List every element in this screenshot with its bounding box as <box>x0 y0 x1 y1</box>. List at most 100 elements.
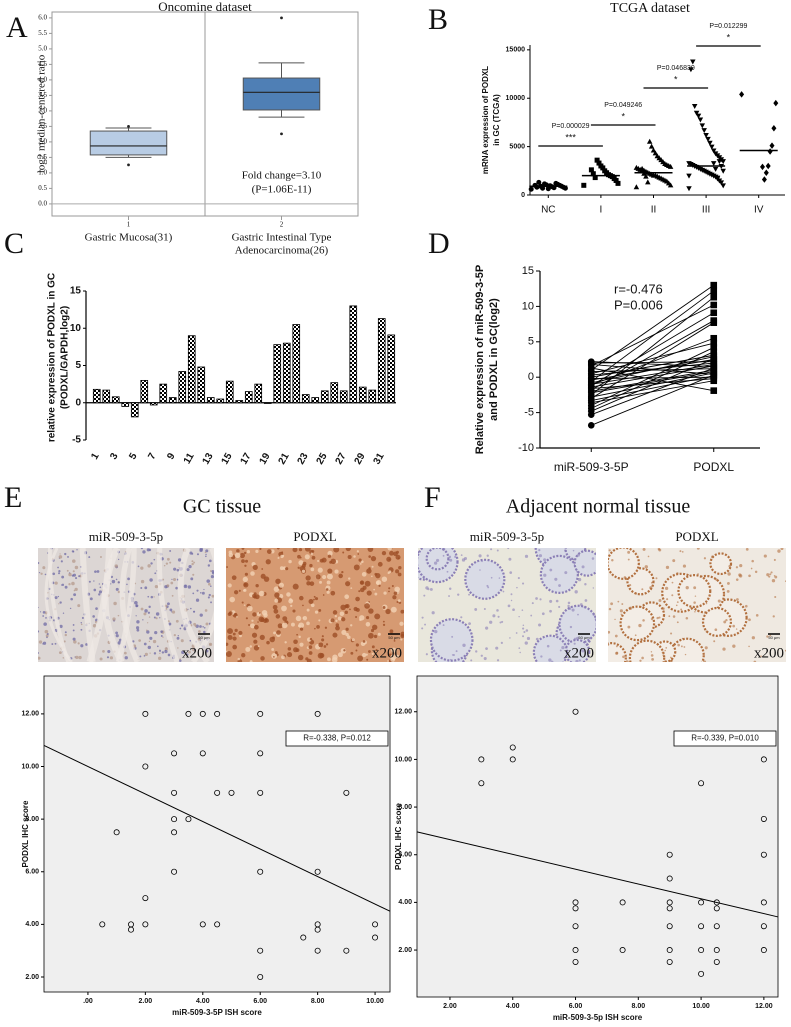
stain <box>357 655 364 662</box>
magnification: x200 <box>182 645 212 661</box>
stain <box>382 623 386 627</box>
stain <box>324 626 328 629</box>
stain <box>263 618 268 623</box>
nucleus <box>696 609 699 612</box>
nucleus <box>680 645 683 648</box>
nucleus <box>61 575 65 579</box>
gland <box>429 618 474 662</box>
nucleus <box>538 549 541 552</box>
nucleus <box>454 555 457 559</box>
nucleus <box>178 659 182 662</box>
nucleus <box>107 649 111 654</box>
nucleus <box>774 595 777 599</box>
nucleus <box>424 623 426 626</box>
point <box>720 183 726 189</box>
nucleus <box>192 592 195 595</box>
stain <box>371 645 375 649</box>
nucleus <box>110 583 112 585</box>
nucleus <box>196 589 199 592</box>
nucleus <box>578 659 581 662</box>
point <box>710 293 718 301</box>
nucleus <box>642 548 646 551</box>
pair-line <box>591 367 714 416</box>
nucleus <box>58 555 63 559</box>
point <box>654 153 661 159</box>
nucleus <box>622 655 625 659</box>
point <box>372 934 379 941</box>
nucleus <box>675 604 678 607</box>
x-tick-label: 12.00 <box>755 1003 773 1010</box>
micrograph <box>608 548 786 662</box>
point <box>652 150 659 156</box>
point <box>592 175 598 181</box>
stain <box>292 583 299 590</box>
stain <box>366 590 372 596</box>
stain <box>258 590 265 597</box>
point <box>765 162 771 170</box>
nucleus <box>175 619 179 623</box>
nucleus <box>175 586 178 590</box>
stain <box>299 595 304 601</box>
stain <box>255 549 259 553</box>
point <box>228 789 235 796</box>
nucleus <box>549 609 552 613</box>
nucleus <box>620 613 622 616</box>
nucleus <box>451 654 454 656</box>
nucleus <box>144 609 148 613</box>
nucleus <box>685 585 689 590</box>
stain <box>357 553 360 555</box>
point <box>214 789 221 796</box>
point <box>686 161 692 167</box>
nucleus <box>571 608 575 612</box>
nucleus <box>132 640 135 643</box>
nucleus <box>143 612 147 616</box>
point <box>171 816 178 823</box>
y-tick-label: 10.00 <box>394 756 412 763</box>
stain <box>332 632 338 638</box>
point <box>171 829 178 836</box>
stain <box>241 559 245 564</box>
nucleus <box>522 627 525 630</box>
stain <box>297 566 300 569</box>
nucleus <box>106 656 110 659</box>
nucleus <box>647 555 650 558</box>
nucleus <box>89 597 93 601</box>
point <box>199 921 206 928</box>
nucleus <box>159 650 161 652</box>
nucleus <box>614 618 616 621</box>
point <box>536 179 542 185</box>
pair-line <box>591 351 714 409</box>
stain <box>276 548 280 550</box>
stain <box>374 613 381 620</box>
nucleus <box>74 587 78 591</box>
nucleus <box>191 552 194 555</box>
stain <box>304 548 311 552</box>
nucleus <box>194 624 197 627</box>
nucleus <box>619 609 623 613</box>
nucleus <box>168 622 172 626</box>
nucleus <box>576 636 579 640</box>
gland <box>701 606 733 637</box>
stain <box>327 657 331 662</box>
point <box>619 947 626 954</box>
point <box>214 710 221 717</box>
nucleus <box>592 613 596 616</box>
point <box>713 905 720 912</box>
bar <box>216 398 225 404</box>
stain <box>228 611 233 615</box>
nucleus <box>715 578 718 581</box>
pair-line <box>591 361 714 364</box>
nucleus <box>736 598 739 601</box>
nucleus <box>479 569 481 571</box>
nucleus <box>760 655 762 658</box>
nucleus <box>210 575 214 579</box>
nucleus <box>658 599 662 602</box>
stain <box>265 559 271 565</box>
nucleus <box>155 612 160 616</box>
nucleus <box>581 649 585 653</box>
point <box>710 148 717 154</box>
nucleus <box>58 603 60 605</box>
nucleus <box>463 556 468 561</box>
nucleus <box>583 605 587 609</box>
nucleus <box>208 559 212 563</box>
